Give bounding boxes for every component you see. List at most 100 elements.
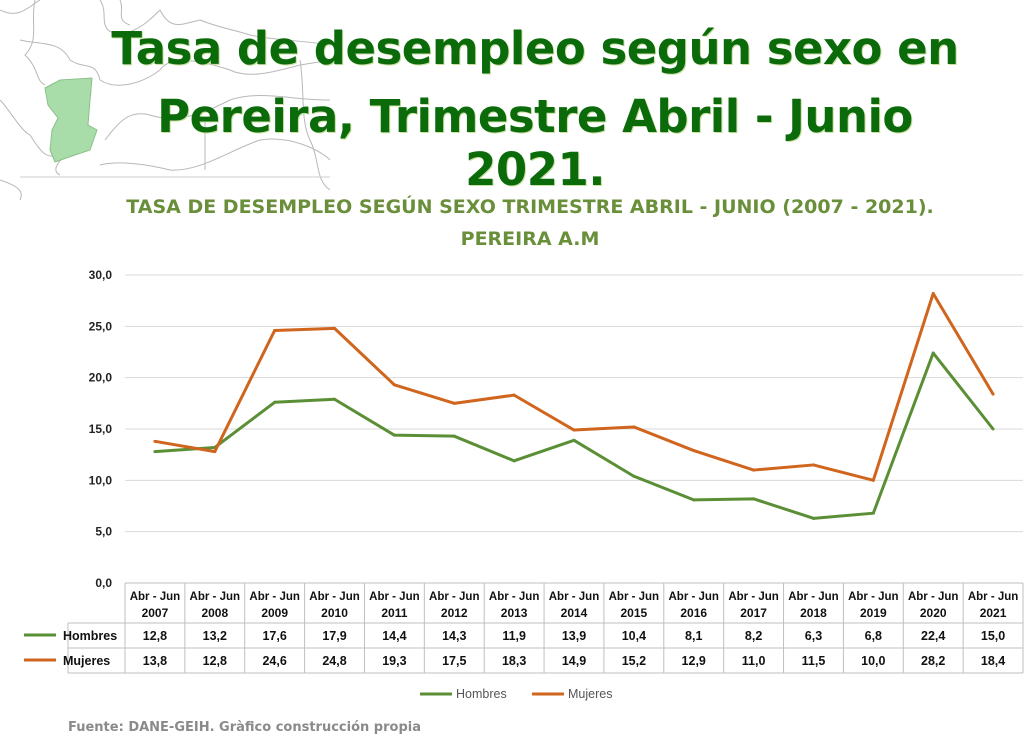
data-point (333, 326, 337, 330)
data-point (991, 392, 995, 396)
x-category-year: 2016 (680, 606, 707, 620)
data-point (572, 438, 576, 442)
data-table-cell: 22,4 (921, 629, 945, 643)
x-category-label: Abr - Jun (549, 591, 599, 603)
x-category-label: Abr - Jun (309, 591, 359, 603)
data-point (452, 401, 456, 405)
data-point (153, 450, 157, 454)
data-point (632, 425, 636, 429)
data-point (512, 393, 516, 397)
data-table-cell: 14,4 (382, 629, 406, 643)
data-table-cell: 11,0 (742, 654, 766, 668)
data-point (273, 400, 277, 404)
x-category-label: Abr - Jun (249, 591, 299, 603)
data-point (811, 463, 815, 467)
chart-title: TASA DE DESEMPLEO SEGÚN SEXO TRIMESTRE A… (126, 196, 934, 218)
main-title-line1: Tasa de desempleo según sexo en (111, 22, 959, 75)
data-point (572, 428, 576, 432)
table-series-label: Mujeres (63, 654, 110, 668)
x-category-label: Abr - Jun (788, 591, 838, 603)
data-table-cell: 17,9 (322, 629, 346, 643)
data-table-cell: 15,2 (622, 654, 646, 668)
data-table-cell: 15,0 (981, 629, 1005, 643)
data-table-cell: 13,8 (143, 654, 167, 668)
x-category-year: 2015 (621, 606, 648, 620)
data-table-cell: 10,0 (861, 654, 885, 668)
x-category-year: 2020 (920, 606, 947, 620)
chart-subtitle: PEREIRA A.M (460, 228, 600, 250)
data-table-cell: 13,2 (203, 629, 227, 643)
data-table-cell: 13,9 (562, 629, 586, 643)
data-point (931, 291, 935, 295)
data-point (871, 478, 875, 482)
y-tick-label: 30,0 (89, 268, 113, 282)
data-table-cell: 17,5 (442, 654, 466, 668)
x-category-year: 2008 (201, 606, 228, 620)
data-point (752, 497, 756, 501)
x-category-year: 2007 (142, 606, 169, 620)
x-category-label: Abr - Jun (609, 591, 659, 603)
x-category-year: 2010 (321, 606, 348, 620)
x-category-label: Abr - Jun (429, 591, 479, 603)
data-table-cell: 24,6 (262, 654, 286, 668)
source-note: Fuente: DANE-GEIH. Gràfico construcción … (68, 720, 421, 735)
series-line-mujeres (154, 291, 995, 482)
x-category-year: 2014 (561, 606, 588, 620)
data-table-cell: 24,8 (322, 654, 346, 668)
x-category-year: 2012 (441, 606, 468, 620)
data-point (392, 383, 396, 387)
map-background (0, 0, 330, 200)
data-point (392, 433, 396, 437)
legend-label: Hombres (456, 687, 507, 701)
data-point (333, 397, 337, 401)
y-tick-label: 0,0 (95, 576, 112, 590)
data-point (991, 427, 995, 431)
data-point (752, 468, 756, 472)
x-category-label: Abr - Jun (728, 591, 778, 603)
data-table-cell: 8,1 (685, 629, 702, 643)
data-table-cell: 19,3 (382, 654, 406, 668)
data-point (811, 516, 815, 520)
x-category-year: 2021 (980, 606, 1007, 620)
data-table-cell: 11,5 (802, 654, 826, 668)
main-title-line2: Pereira, Trimestre Abril - Junio 2021. (157, 90, 913, 196)
data-table-cell: 11,9 (502, 629, 526, 643)
data-table-cell: 17,6 (262, 629, 286, 643)
data-point (632, 474, 636, 478)
data-point (153, 439, 157, 443)
x-category-year: 2017 (740, 606, 767, 620)
data-table-cell: 12,8 (203, 654, 227, 668)
data-point (692, 498, 696, 502)
data-point (273, 328, 277, 332)
x-category-year: 2019 (860, 606, 887, 620)
x-category-label: Abr - Jun (369, 591, 419, 603)
x-category-label: Abr - Jun (489, 591, 539, 603)
y-tick-label: 20,0 (89, 371, 113, 385)
data-point (512, 459, 516, 463)
data-point (931, 351, 935, 355)
data-table-cell: 18,4 (981, 654, 1005, 668)
data-table-cell: 12,8 (143, 629, 167, 643)
legend-label: Mujeres (568, 687, 612, 701)
data-point (452, 434, 456, 438)
y-tick-label: 25,0 (89, 319, 113, 333)
data-table-cell: 6,3 (805, 629, 822, 643)
data-table-cell: 14,9 (562, 654, 586, 668)
y-tick-label: 10,0 (89, 473, 113, 487)
x-category-label: Abr - Jun (668, 591, 718, 603)
data-point (871, 511, 875, 515)
data-table-cell: 6,8 (865, 629, 882, 643)
data-point (213, 450, 217, 454)
x-category-label: Abr - Jun (848, 591, 898, 603)
x-category-label: Abr - Jun (190, 591, 240, 603)
x-category-label: Abr - Jun (968, 591, 1018, 603)
table-series-label: Hombres (63, 629, 117, 643)
data-table-cell: 28,2 (921, 654, 945, 668)
data-point (692, 449, 696, 453)
data-table-cell: 10,4 (622, 629, 646, 643)
x-category-year: 2018 (800, 606, 827, 620)
data-table-cell: 14,3 (442, 629, 466, 643)
x-category-year: 2011 (381, 606, 407, 620)
